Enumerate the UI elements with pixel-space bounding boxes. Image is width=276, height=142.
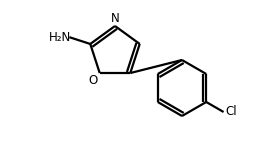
Text: Cl: Cl [225, 106, 237, 119]
Text: N: N [111, 12, 120, 25]
Text: H₂N: H₂N [49, 31, 71, 44]
Text: O: O [89, 74, 98, 87]
